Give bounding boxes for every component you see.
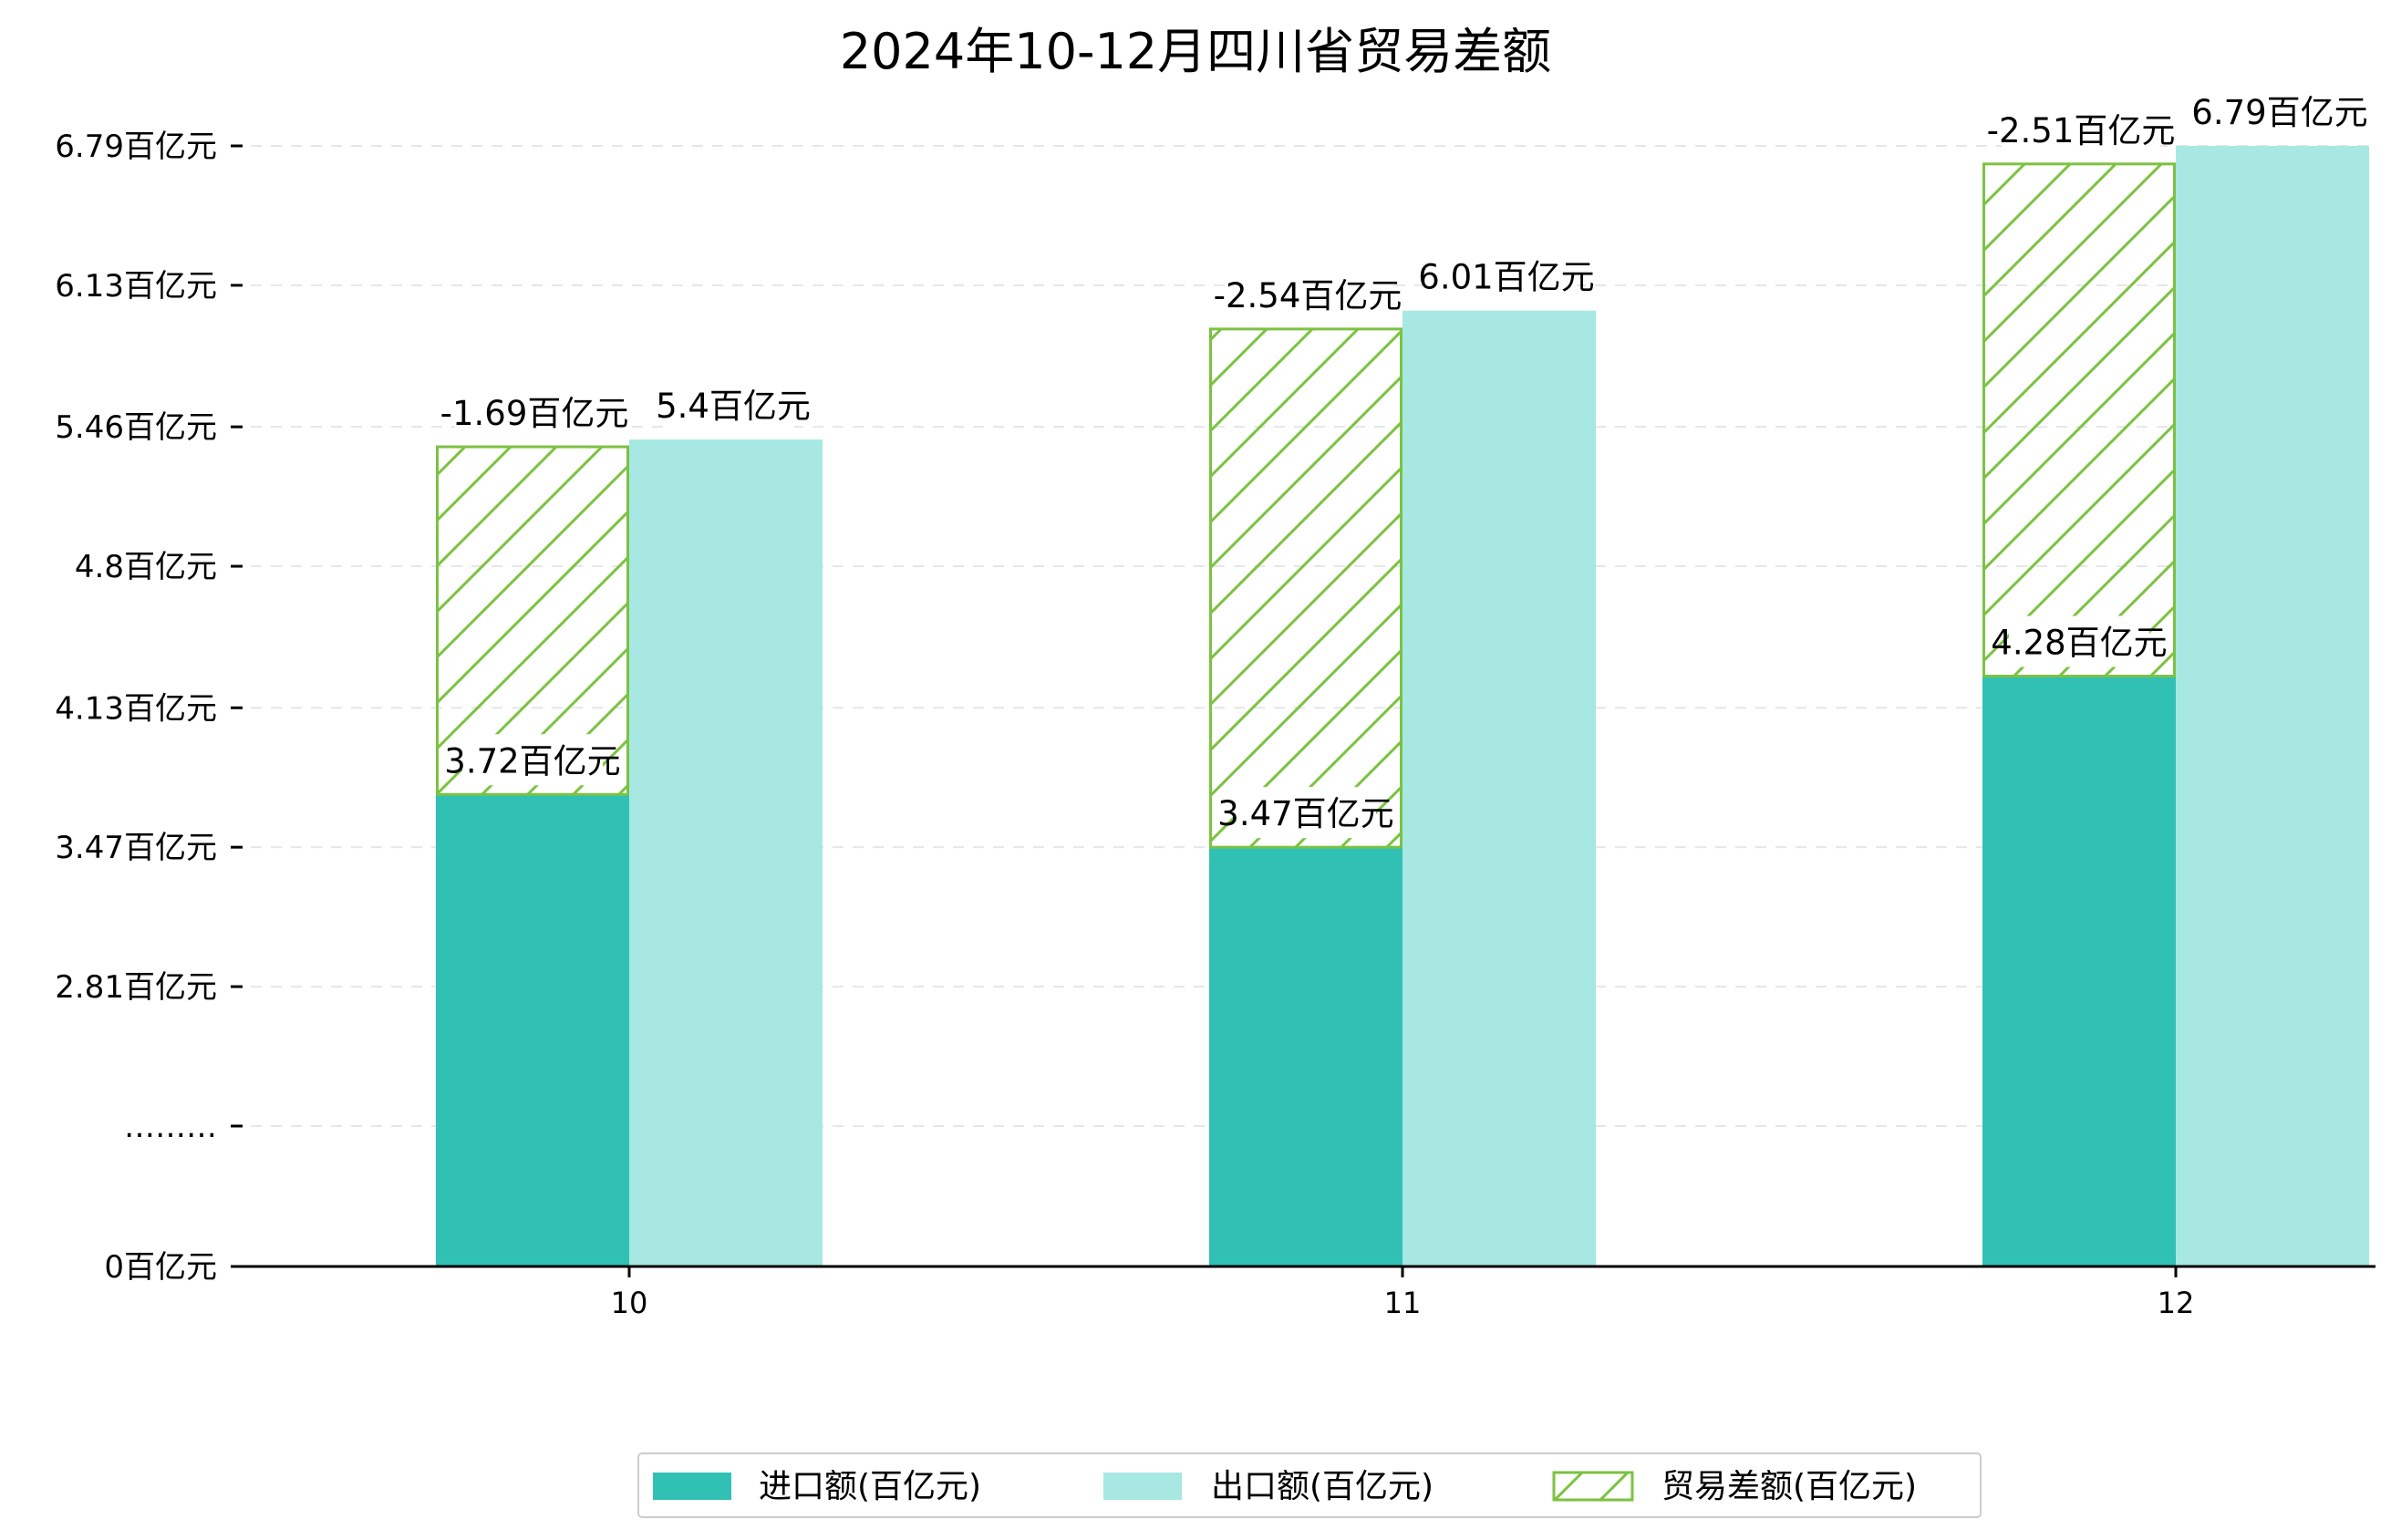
label-export-11: 6.01百亿元 [1418, 250, 1595, 302]
label-import-10: 3.72百亿元 [444, 734, 621, 786]
label-export-12-bg [2210, 86, 2350, 137]
chart-title: 2024年10-12月四川省贸易差额 [840, 23, 1551, 80]
legend-label-export: 出口额(百亿元) [1211, 1468, 1434, 1505]
bar-export-12 [2176, 146, 2369, 1266]
label-balance-12-bg [2002, 103, 2160, 155]
x-axis: 10 11 12 [611, 1266, 2195, 1320]
label-balance-12: -2.51百亿元 [1987, 103, 2176, 155]
label-export-10: 5.4百亿元 [656, 379, 811, 431]
label-export-12: 6.79百亿元 [2191, 86, 2368, 137]
y-tick-label: 3.47百亿元 [55, 830, 217, 866]
label-import-12: 4.28百亿元 [1991, 615, 2168, 667]
label-balance-11-text: -2.54百亿元 [1214, 276, 1403, 315]
label-import-12-text: 4.28百亿元 [1991, 624, 2167, 663]
bar-import-12 [1982, 676, 2176, 1266]
y-axis: 0百亿元 ……… 2.81百亿元 3.47百亿元 4.13百亿元 4.8百亿元 5.46百亿… [55, 129, 243, 1286]
label-balance-11: -2.54百亿元 [1214, 268, 1403, 320]
legend: 进口额(百亿元) 出口额(百亿元) 贸易差额(百亿元) [637, 1452, 1982, 1518]
label-import-11-bg [1236, 787, 1376, 839]
legend-swatch-balance [1552, 1471, 1634, 1502]
label-import-10-bg [462, 734, 603, 786]
label-balance-10-bg [455, 387, 614, 439]
bar-balance-11 [1209, 327, 1403, 849]
label-balance-10-text: -1.69百亿元 [440, 394, 629, 433]
y-tick-label: 6.79百亿元 [55, 129, 217, 165]
y-tick-label: 4.8百亿元 [75, 549, 217, 585]
bar-import-10 [436, 794, 629, 1266]
bars [436, 146, 2369, 1267]
label-export-11-bg [1436, 250, 1577, 302]
bar-import-11 [1209, 847, 1403, 1266]
value-labels: 3.72百亿元 5.4百亿元 -1.69百亿元 3.47百亿元 6.01百亿元 -2.54… [440, 86, 2368, 839]
label-balance-12-text: -2.51百亿元 [1987, 111, 2176, 150]
label-balance-10: -1.69百亿元 [440, 387, 629, 439]
label-export-10-text: 5.4百亿元 [656, 387, 811, 426]
bar-export-10 [629, 439, 823, 1267]
y-tick-label: 6.13百亿元 [55, 268, 217, 305]
y-tick-label: 4.13百亿元 [55, 690, 217, 727]
label-import-10-text: 3.72百亿元 [444, 741, 620, 780]
label-export-12-text: 6.79百亿元 [2191, 93, 2367, 132]
y-tick-label: 0百亿元 [104, 1249, 217, 1286]
bar-export-11 [1403, 310, 1596, 1267]
legend-swatch-export [1103, 1473, 1182, 1500]
label-balance-11-bg [1228, 268, 1387, 320]
y-tick-label: 2.81百亿元 [55, 969, 217, 1006]
y-tick-label: ……… [124, 1109, 217, 1145]
x-tick-label: 10 [611, 1286, 648, 1320]
label-export-11-text: 6.01百亿元 [1418, 258, 1594, 297]
y-tick-label: 5.46百亿元 [55, 409, 217, 446]
label-import-12-bg [2009, 615, 2149, 667]
legend-label-import: 进口额(百亿元) [759, 1468, 981, 1505]
label-import-11-text: 3.47百亿元 [1217, 794, 1393, 833]
legend-label-balance: 贸易差额(百亿元) [1661, 1468, 1917, 1505]
x-tick-label: 11 [1384, 1286, 1422, 1320]
label-import-11: 3.47百亿元 [1217, 787, 1394, 839]
bar-balance-12 [1982, 162, 2176, 678]
label-export-10-bg [672, 379, 794, 431]
legend-swatch-import [653, 1473, 731, 1500]
legend-box [637, 1452, 1982, 1518]
x-tick-label: 12 [2158, 1286, 2195, 1320]
